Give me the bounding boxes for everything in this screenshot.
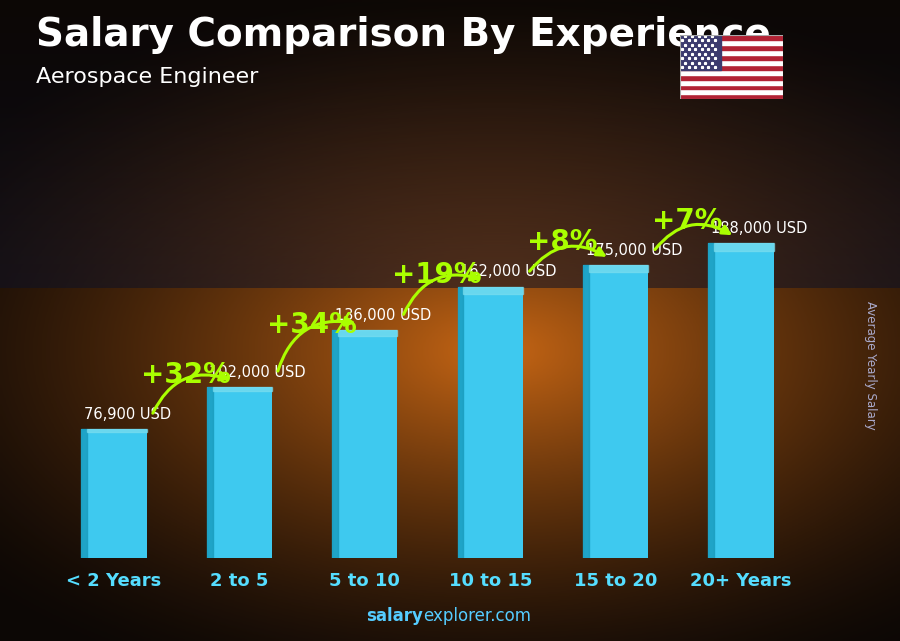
Text: salary: salary (366, 607, 423, 625)
Text: Average Yearly Salary: Average Yearly Salary (865, 301, 878, 429)
Bar (680, 60, 783, 65)
Bar (332, 330, 338, 558)
Bar (332, 330, 398, 558)
FancyArrowPatch shape (153, 372, 227, 413)
Text: +34%: +34% (266, 312, 356, 339)
Bar (680, 65, 783, 70)
Bar (680, 35, 721, 70)
Text: 162,000 USD: 162,000 USD (460, 264, 556, 279)
Text: Aerospace Engineer: Aerospace Engineer (36, 67, 258, 87)
Bar (207, 387, 272, 558)
Bar (464, 287, 523, 294)
Bar (680, 55, 783, 60)
FancyArrowPatch shape (403, 272, 478, 314)
Text: +19%: +19% (392, 261, 482, 289)
Bar (680, 40, 783, 45)
Bar (81, 429, 87, 558)
FancyArrowPatch shape (655, 224, 729, 249)
Text: +8%: +8% (527, 228, 598, 256)
Text: +32%: +32% (141, 361, 231, 388)
Text: 102,000 USD: 102,000 USD (210, 365, 306, 379)
Bar (680, 70, 783, 75)
Bar (338, 330, 398, 336)
Bar (680, 79, 783, 85)
Text: 136,000 USD: 136,000 USD (335, 308, 431, 322)
Bar (680, 50, 783, 55)
Bar (680, 90, 783, 94)
Bar (680, 85, 783, 90)
FancyArrowPatch shape (278, 317, 353, 371)
Bar (81, 429, 147, 558)
Bar (715, 244, 774, 251)
FancyArrowPatch shape (529, 246, 604, 271)
Bar (708, 244, 774, 558)
Bar (583, 265, 589, 558)
Text: 175,000 USD: 175,000 USD (586, 242, 682, 258)
Bar (583, 265, 648, 558)
Bar (589, 265, 648, 272)
Bar (680, 75, 783, 79)
Bar (457, 287, 523, 558)
Bar (708, 244, 715, 558)
Bar (212, 387, 272, 392)
Bar (680, 45, 783, 50)
Text: 76,900 USD: 76,900 USD (84, 406, 171, 422)
Bar (457, 287, 464, 558)
Bar (207, 387, 212, 558)
Text: explorer.com: explorer.com (423, 607, 531, 625)
Text: +7%: +7% (652, 206, 723, 235)
Bar (87, 429, 147, 432)
Text: Salary Comparison By Experience: Salary Comparison By Experience (36, 16, 770, 54)
Text: 188,000 USD: 188,000 USD (711, 221, 807, 236)
Bar (680, 94, 783, 99)
Bar (680, 35, 783, 40)
